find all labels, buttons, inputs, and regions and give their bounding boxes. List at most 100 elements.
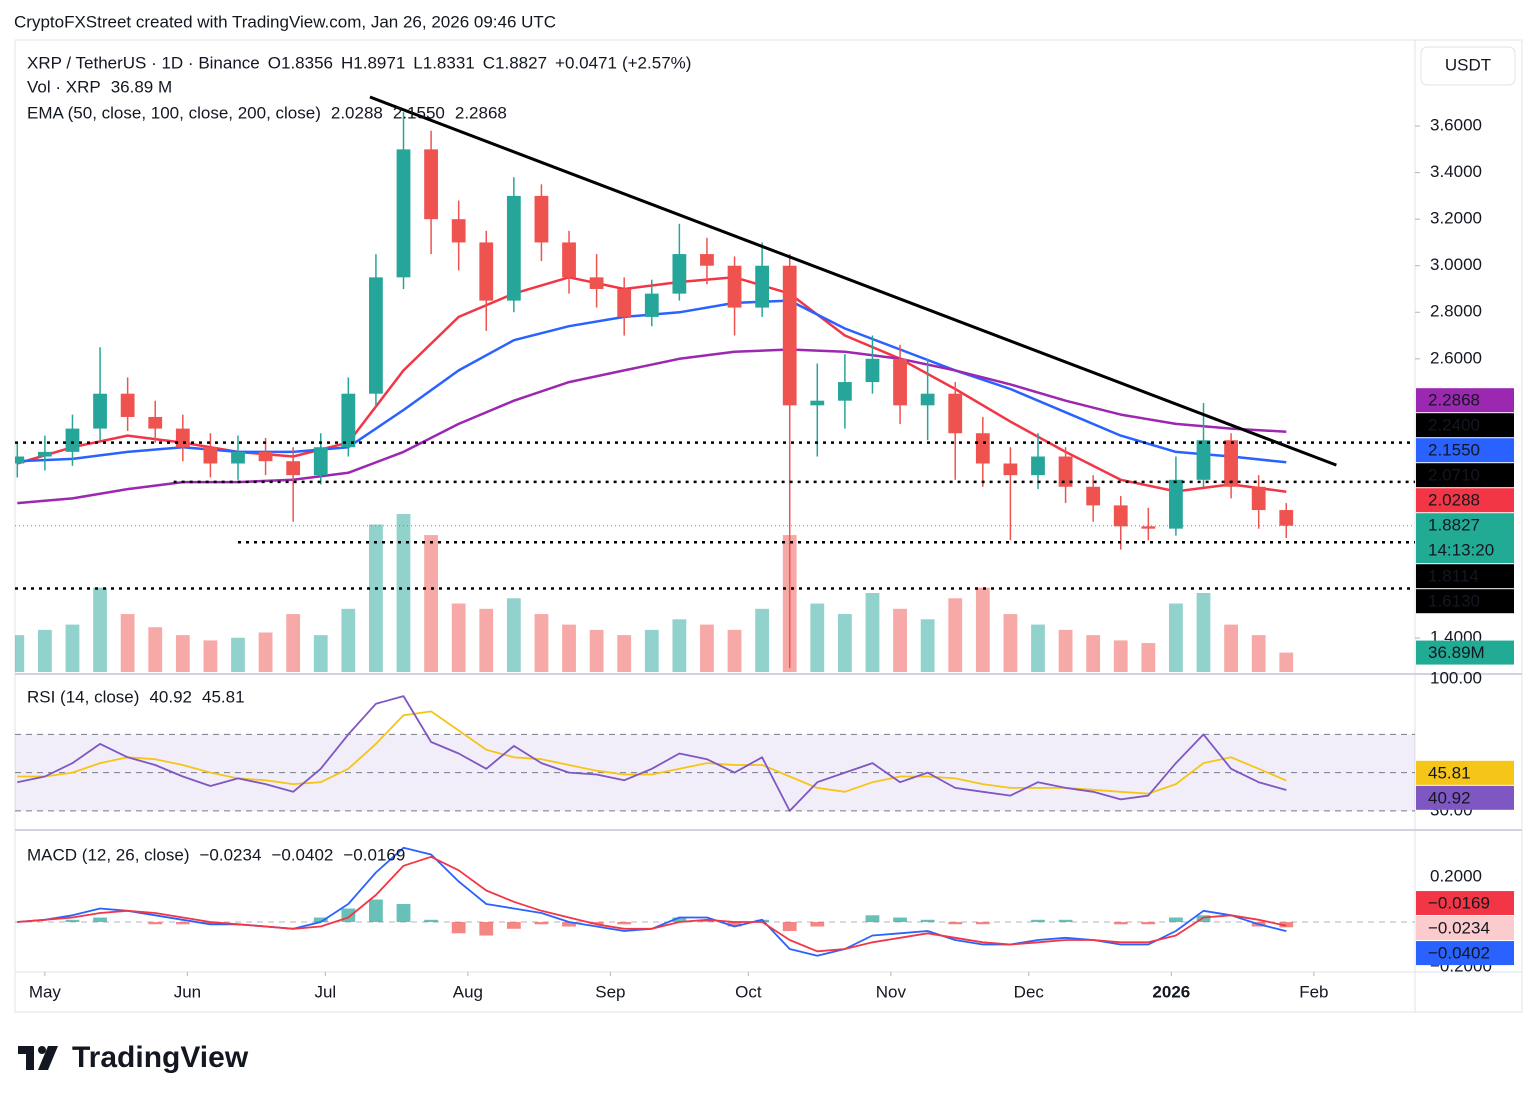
trendline [369, 95, 1337, 467]
macd-histogram-bar [893, 917, 907, 923]
volume-bar [1113, 640, 1128, 672]
legend-text: H [341, 53, 353, 72]
volume-bar [1196, 593, 1211, 672]
volume-bar [120, 614, 135, 672]
macd-histogram-bar [369, 899, 383, 923]
candle-body [15, 456, 25, 464]
volume-bar [1169, 603, 1183, 672]
candle-body [589, 277, 604, 289]
candle-body [93, 393, 107, 429]
legend-text: C [483, 53, 495, 72]
candle-body [175, 428, 190, 448]
volume-bar [1224, 624, 1238, 672]
currency-label[interactable]: USDT [1445, 55, 1491, 74]
volume-bar [617, 635, 632, 672]
price-label-box [1416, 388, 1514, 413]
volume-bar [286, 614, 301, 672]
volume-bar [975, 587, 990, 672]
volume-bar [644, 629, 659, 672]
price-label: 36.89M [1428, 643, 1485, 662]
price-label: 2.0288 [1428, 491, 1480, 510]
legend-text: −0.0402 [271, 845, 333, 864]
candle-body [1031, 456, 1045, 476]
candle-body [837, 382, 852, 401]
price-label: −0.0402 [1428, 944, 1490, 963]
x-tick-label: 2026 [1152, 982, 1190, 1001]
volume-bar [369, 524, 383, 672]
countdown-label: 14:13:20 [1428, 541, 1494, 560]
legend-text: EMA (50, close, 100, close, 200, close) [27, 103, 321, 122]
candle-body [1224, 440, 1238, 487]
price-label-box [1416, 488, 1514, 513]
volume-bar [700, 624, 714, 672]
macd-histogram-bar [65, 919, 80, 923]
macd-histogram-bar [948, 922, 963, 925]
volume-bar [1141, 643, 1156, 672]
legend-text: +0.0471 [555, 53, 617, 72]
candle-body [1003, 463, 1018, 476]
y-tick-label: 100.00 [1430, 668, 1482, 687]
candle-body [37, 451, 52, 457]
y-tick-label: 2.6000 [1430, 348, 1482, 367]
volume-bar [479, 608, 494, 672]
macd-histogram-bar [865, 915, 880, 923]
legend-text: 40.92 [149, 687, 192, 706]
candle-body [1196, 440, 1211, 480]
volume-bar [424, 535, 438, 672]
price-label: 1.6130 [1428, 592, 1480, 611]
candle-body [341, 393, 356, 448]
legend-text: O [268, 53, 281, 72]
volume-bar [175, 635, 190, 672]
volume-bar [65, 624, 80, 672]
volume-bar [1031, 624, 1045, 672]
volume-bar [589, 629, 604, 672]
candle-body [1086, 486, 1101, 506]
rsi-line [17, 695, 1287, 812]
legend-text: −0.0234 [200, 845, 262, 864]
x-tick-label: Sep [595, 982, 625, 1001]
candle-body [369, 277, 383, 394]
candle-body [506, 195, 521, 301]
macd-histogram-bar [975, 922, 990, 925]
macd-histogram-bar [727, 922, 742, 927]
macd-histogram-bar [562, 922, 576, 927]
legend-text: 2.1550 [393, 103, 445, 122]
candle-body [286, 461, 301, 476]
macd-histogram-bar [341, 908, 356, 923]
currency-button[interactable] [1420, 46, 1516, 86]
macd-histogram-bar [920, 919, 935, 923]
macd-histogram-bar [479, 922, 494, 936]
volume-bar [506, 598, 521, 672]
candle-body [120, 393, 135, 417]
volume-bar [1086, 635, 1101, 672]
macd-histogram-bar [506, 922, 521, 929]
volume-bar [258, 632, 273, 672]
price-label-box [1416, 513, 1514, 564]
macd-histogram-bar [396, 904, 411, 923]
volume-bar [451, 603, 466, 672]
legend-text: L [413, 53, 422, 72]
candle-body [231, 451, 245, 464]
price-label-box [1416, 589, 1514, 614]
volume-bar [672, 619, 687, 672]
volume-bar [837, 614, 852, 672]
macd-histogram-bar [1058, 919, 1073, 923]
legend-text: 1.8827 [495, 53, 547, 72]
volume-bar [534, 614, 549, 672]
header-text: CryptoFXStreet created with TradingView.… [14, 12, 556, 31]
macd-histogram-bar [534, 922, 549, 925]
candle-body [424, 149, 438, 220]
candle-body [755, 265, 770, 308]
macd-histogram-bar [1196, 915, 1211, 923]
x-tick-label: Jul [314, 982, 336, 1001]
candle-body [672, 254, 687, 294]
price-label-box [1416, 564, 1514, 589]
candle-body [1058, 456, 1073, 487]
legend-text: 45.81 [202, 687, 245, 706]
volume-bar [727, 629, 742, 672]
volume-bar [1251, 635, 1266, 672]
x-tick-label: Jun [174, 982, 201, 1001]
legend-text: XRP / TetherUS · 1D · Binance [27, 53, 260, 72]
candle-body [644, 293, 659, 317]
